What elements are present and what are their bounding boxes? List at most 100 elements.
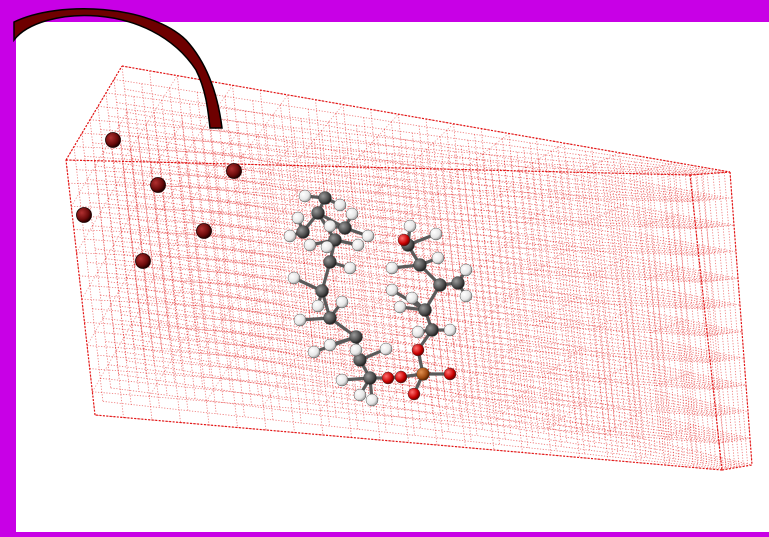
grid-line: [207, 163, 238, 428]
hydrogen-atom: [298, 189, 312, 203]
grid-line: [97, 105, 713, 174]
oxygen-atom: [394, 370, 408, 384]
grid-line: [689, 171, 731, 176]
grid-line: [65, 65, 123, 161]
grid-line: [418, 125, 446, 400]
grid-line: [132, 158, 739, 279]
grid-line: [638, 214, 679, 227]
grid-line: [116, 184, 728, 280]
grid-line: [150, 161, 181, 423]
grid-line: [100, 294, 721, 362]
grid-line: [139, 310, 746, 440]
grid-line: [619, 152, 643, 439]
hydrogen-atom: [287, 271, 301, 285]
hydrogen-atom: [429, 227, 443, 241]
grid-line: [148, 309, 203, 397]
grid-line: [76, 169, 699, 202]
grid-line: [271, 155, 302, 424]
grid-line: [523, 147, 550, 429]
hydrogen-atom: [353, 388, 367, 402]
hydrogen-atom: [351, 238, 365, 252]
grid-line: [113, 79, 143, 334]
grid-line: [482, 154, 512, 434]
grid-line: [633, 162, 675, 174]
grid-line: [628, 164, 656, 453]
grid-line: [349, 133, 378, 405]
grid-line: [702, 167, 725, 459]
grid-line: [84, 155, 705, 202]
grid-line: [241, 142, 293, 213]
grid-line: [462, 133, 510, 170]
grid-line: [103, 152, 718, 228]
grid-line: [622, 166, 652, 456]
grid-line: [76, 252, 702, 283]
grid-line: [701, 174, 731, 469]
grid-line: [335, 149, 365, 421]
grid-line: [136, 287, 744, 413]
grid-line: [105, 92, 719, 174]
hydrogen-atom: [393, 300, 407, 314]
hydrogen-atom: [459, 263, 473, 277]
grid-line: [314, 139, 344, 409]
grid-line: [124, 88, 733, 199]
grid-line: [411, 173, 459, 219]
grid-line: [594, 163, 624, 451]
oxygen-atom: [381, 371, 395, 385]
grid-line: [560, 164, 591, 451]
grid-line: [644, 267, 684, 280]
carbon-atom: [296, 225, 310, 239]
curved-arrow-icon: [13, 8, 223, 129]
hydrogen-atom: [349, 343, 363, 357]
grid-line: [674, 162, 698, 452]
grid-line: [184, 132, 238, 211]
grid-line: [84, 321, 711, 364]
grid-line: [94, 331, 718, 390]
grid-line: [89, 119, 119, 375]
grid-line: [81, 215, 705, 256]
grid-line: [644, 170, 675, 462]
grid-line: [502, 138, 528, 418]
grid-line: [508, 133, 534, 413]
grid-line: [79, 275, 705, 310]
grid-line: [189, 179, 243, 259]
grid-line: [342, 141, 372, 413]
hydrogen-atom: [320, 240, 334, 254]
grid-line: [246, 190, 298, 262]
molecule-atoms: [283, 189, 473, 407]
simulation-box-grid: [65, 65, 753, 471]
grid-line: [73, 146, 696, 175]
phosphorus-atom: [416, 367, 430, 381]
top-accent-band: [0, 0, 769, 22]
grid-line: [696, 168, 721, 460]
grid-line: [593, 308, 633, 330]
grid-line: [646, 157, 671, 446]
grid-line: [124, 171, 733, 280]
hydrogen-atom: [307, 345, 321, 359]
grid-line: [116, 102, 727, 200]
grid-line: [123, 254, 735, 361]
grid-line: [76, 158, 133, 253]
grid-line: [516, 151, 545, 434]
grid-line: [398, 114, 424, 386]
grid-line: [406, 123, 454, 169]
hydrogen-atom: [333, 198, 347, 212]
grid-line: [252, 239, 303, 310]
grid-line: [298, 153, 349, 215]
grid-line: [131, 240, 740, 360]
grid-line: [115, 350, 733, 442]
grid-line: [217, 107, 246, 369]
hydrogen-atom: [293, 313, 307, 327]
grid-line: [97, 106, 127, 361]
grid-line: [600, 161, 629, 448]
carbon-atom: [311, 206, 325, 220]
grid-line: [161, 100, 191, 359]
grid-line: [94, 414, 723, 471]
grid-line: [287, 94, 315, 360]
grid-line: [262, 335, 313, 407]
grid-line: [71, 206, 696, 229]
grid-line: [105, 175, 721, 254]
grid-line: [121, 148, 731, 253]
grid-line: [306, 148, 337, 418]
grid-line: [89, 119, 708, 175]
grid-line: [650, 319, 688, 333]
